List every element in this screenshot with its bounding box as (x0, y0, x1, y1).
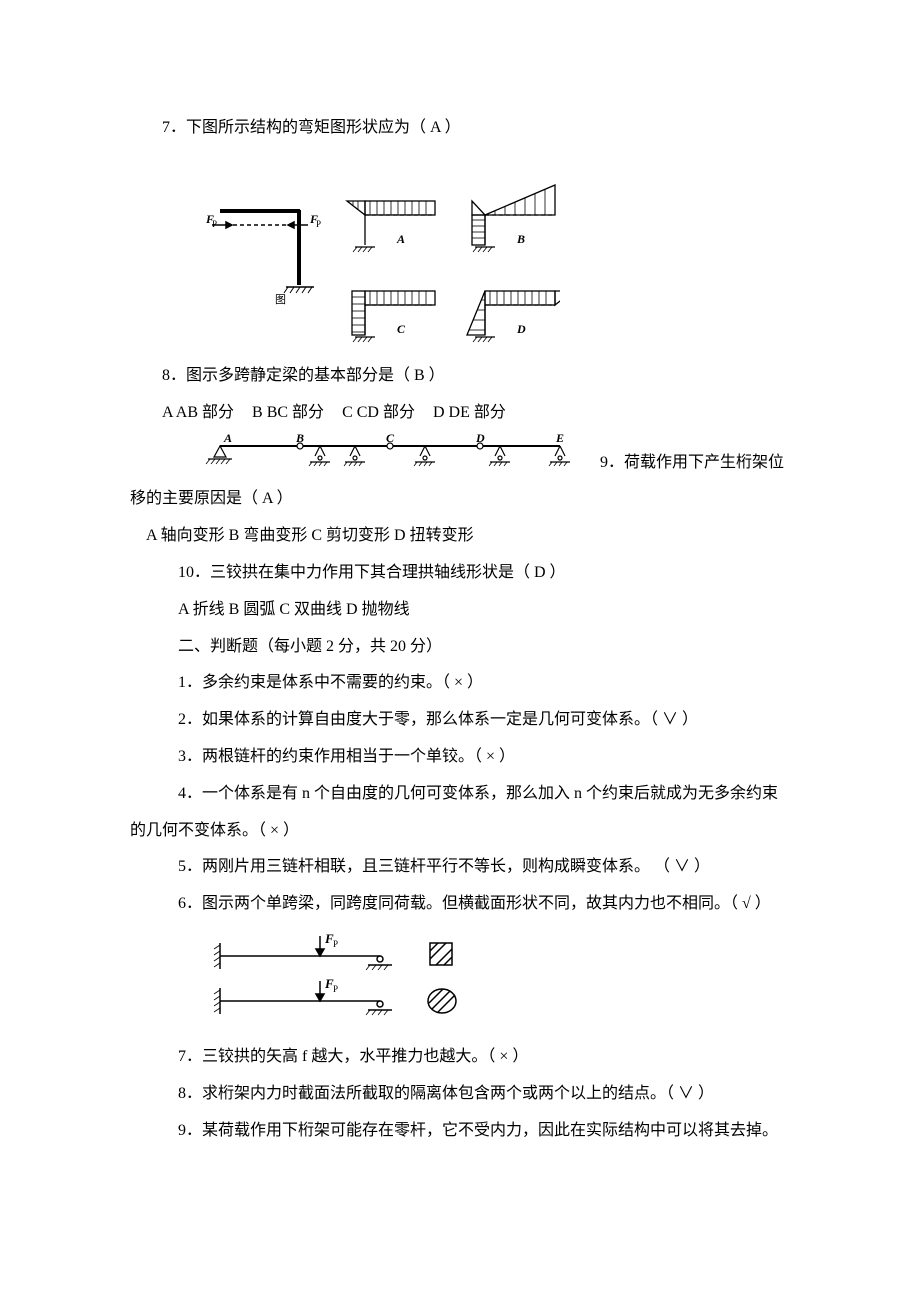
j6-fp2-sub: P (333, 984, 338, 994)
q10-options: A 折线 B 圆弧 C 双曲线 D 抛物线 (130, 592, 790, 629)
q7-opt-a: A (347, 201, 435, 252)
opt-d-label: D (516, 322, 526, 336)
q8-opt-d: D DE 部分 (433, 404, 506, 421)
q7-opt-d: D (467, 291, 560, 342)
j6: 6．图示两个单跨梁，同跨度同荷载。但横截面形状不同，故其内力也不相同。（ √ ） (130, 886, 790, 923)
q8-text: 8．图示多跨静定梁的基本部分是（ B ） (130, 358, 790, 395)
q8-lbl-b: B (295, 431, 304, 445)
q8-figure: A B C D E (200, 431, 580, 481)
q8-options: A AB 部分 B BC 部分 C CD 部分 D DE 部分 (130, 395, 790, 432)
j8: 8．求桁架内力时截面法所截取的隔离体包含两个或两个以上的结点。（ ∨ ） (130, 1076, 790, 1113)
q7-opt-c: C (352, 291, 435, 342)
q9-text-line2: 移的主要原因是（ A ） (130, 481, 790, 518)
j4-b: 的几何不变体系。（ × ） (130, 813, 790, 850)
frame-caption: 图 (275, 293, 286, 306)
q7-figure: F P F P 图 (200, 155, 790, 350)
q7-frame (212, 210, 314, 293)
q8-opt-a: A AB 部分 (162, 404, 234, 421)
q8-opt-c: C CD 部分 (342, 404, 415, 421)
fp-right-sub: P (316, 219, 321, 229)
opt-b-label: B (516, 232, 525, 246)
fp-left-sub: P (212, 219, 217, 229)
q10-text: 10．三铰拱在集中力作用下其合理拱轴线形状是（ D ） (130, 555, 790, 592)
q7-text: 7．下图所示结构的弯矩图形状应为（ A ） (130, 110, 790, 147)
j5: 5．两刚片用三链杆相联，且三链杆平行不等长，则构成瞬变体系。 （ ∨ ） (130, 849, 790, 886)
q7-opt-b: B (472, 185, 555, 252)
j1: 1．多余约束是体系中不需要的约束。（ × ） (130, 665, 790, 702)
j6-figure: F P (200, 931, 790, 1031)
j2: 2．如果体系的计算自由度大于零，那么体系一定是几何可变体系。（ ∨ ） (130, 702, 790, 739)
opt-c-label: C (397, 322, 406, 336)
j4-a: 4．一个体系是有 n 个自由度的几何可变体系，那么加入 n 个约束后就成为无多余… (130, 776, 790, 813)
q8-lbl-c: C (386, 431, 395, 445)
q8-lbl-a: A (223, 431, 232, 445)
opt-a-label: A (396, 232, 405, 246)
j6-fp1-sub: P (333, 939, 338, 949)
q8-opt-b: B BC 部分 (252, 404, 324, 421)
j3: 3．两根链杆的约束作用相当于一个单铰。（ × ） (130, 739, 790, 776)
j9: 9．某荷载作用下桁架可能存在零杆，它不受内力，因此在实际结构中可以将其去掉。 (130, 1113, 790, 1150)
q9-text-tail: 9．荷载作用下产生桁架位 (580, 445, 784, 482)
q9-options: A 轴向变形 B 弯曲变形 C 剪切变形 D 扭转变形 (130, 518, 790, 555)
j7: 7．三铰拱的矢高 f 越大，水平推力也越大。（ × ） (130, 1039, 790, 1076)
q8-lbl-d: D (475, 431, 485, 445)
q8-lbl-e: E (555, 431, 564, 445)
section2-title: 二、判断题（每小题 2 分，共 20 分） (130, 629, 790, 666)
